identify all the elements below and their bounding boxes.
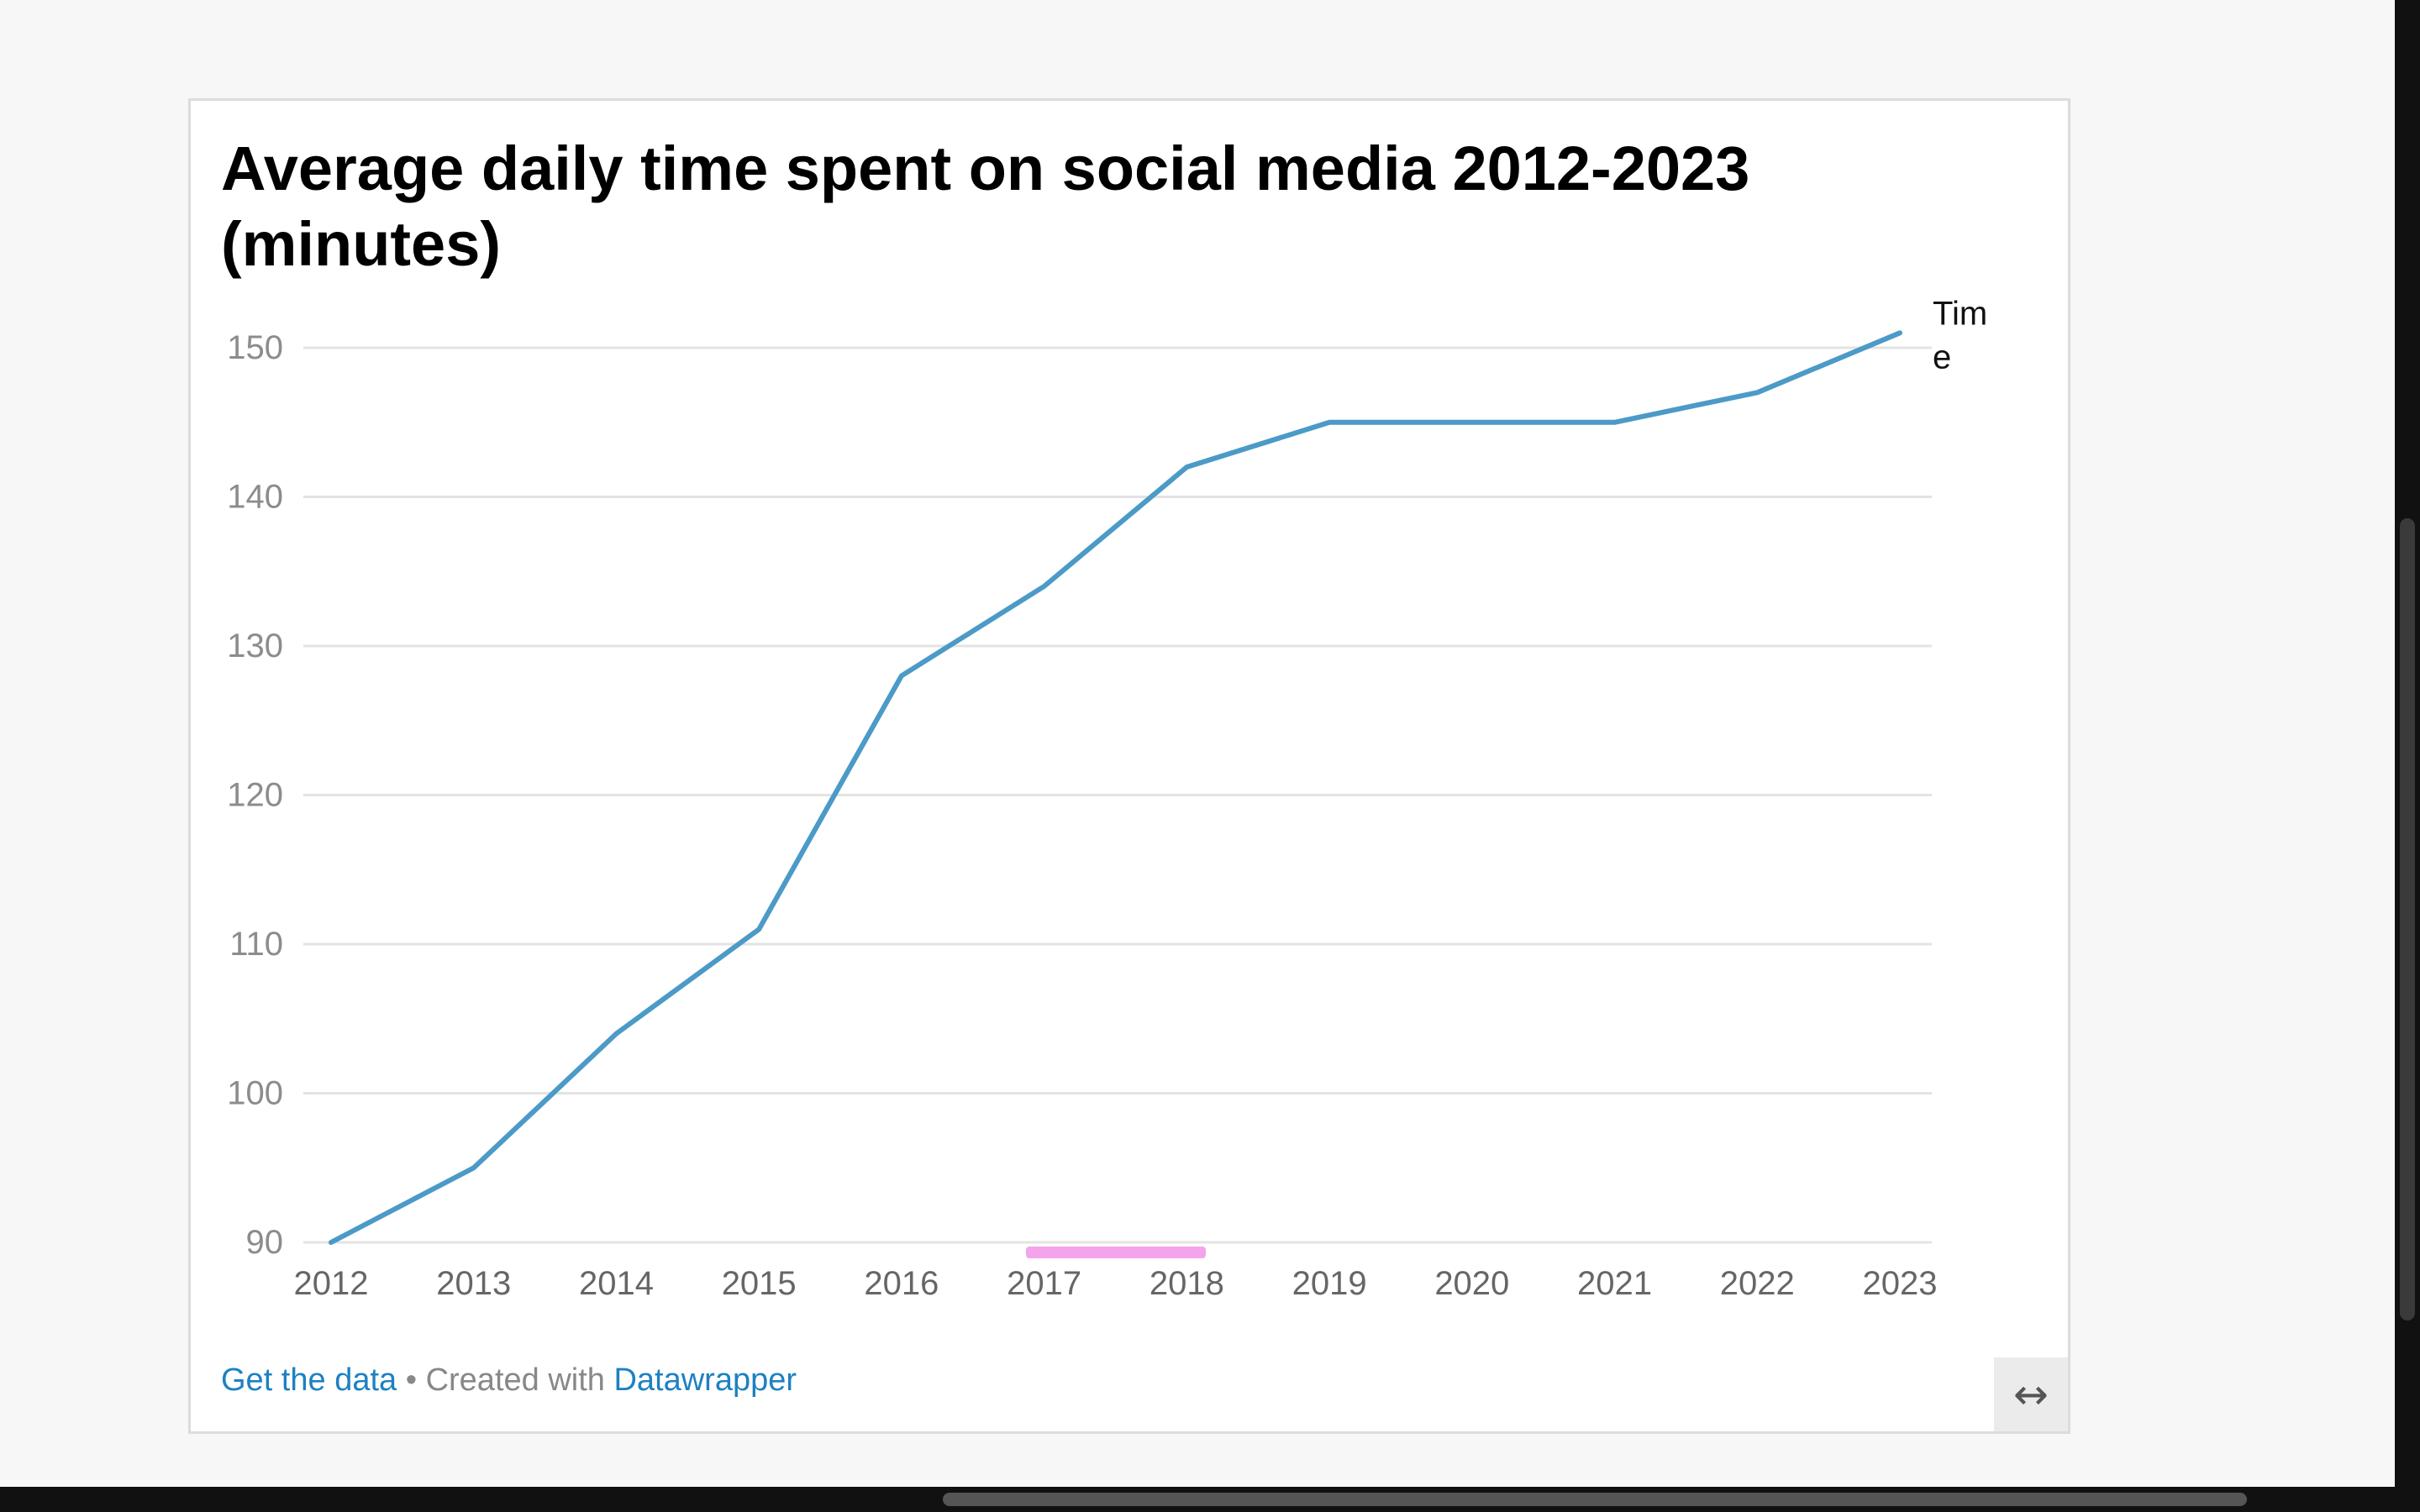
data-point [472, 1167, 475, 1169]
footer-credit-text: • Created with [397, 1362, 614, 1398]
resize-horizontal-icon[interactable]: ↔ [1994, 1357, 2068, 1431]
series-label-layer: Tim e [1933, 295, 1987, 375]
data-point [615, 1032, 618, 1035]
chart-card: Average daily time spent on social media… [188, 98, 2070, 1434]
data-point [1328, 421, 1331, 423]
x-tick-label: 2019 [1292, 1265, 1367, 1302]
y-tick-label: 150 [227, 329, 283, 366]
vertical-scrollbar-thumb[interactable] [2400, 518, 2415, 1320]
data-point [1043, 585, 1045, 587]
series-layer [329, 330, 1902, 1245]
data-point [758, 928, 760, 931]
x-tick-label: 2016 [864, 1265, 939, 1302]
gridlines [303, 346, 1932, 1244]
data-point [1756, 391, 1759, 394]
y-tick-label: 130 [227, 627, 283, 664]
x-tick-label: 2021 [1577, 1265, 1652, 1302]
x-tick-label: 2023 [1863, 1265, 1938, 1302]
x-tick-label: 2012 [294, 1265, 369, 1302]
get-the-data-link[interactable]: Get the data [221, 1362, 397, 1398]
y-tick-label: 140 [227, 479, 283, 516]
data-point [1613, 421, 1616, 423]
x-tick-label: 2018 [1150, 1265, 1224, 1302]
x-tick-label: 2015 [722, 1265, 797, 1302]
data-point [1899, 332, 1901, 334]
datawrapper-link[interactable]: Datawrapper [613, 1362, 797, 1398]
y-tick-label: 120 [227, 777, 283, 814]
y-axis-ticks: 90 100 110 120 130 140 150 [227, 329, 283, 1261]
x-tick-label: 2020 [1434, 1265, 1509, 1302]
data-point [900, 675, 902, 677]
y-tick-label: 100 [227, 1075, 283, 1112]
x-axis-ticks: 2012 2013 2014 2015 2016 2017 2018 2019 2020 2021… [294, 1265, 1938, 1302]
x-tick-label: 2022 [1720, 1265, 1795, 1302]
data-point [330, 1242, 332, 1243]
selection-highlight [1026, 1247, 1206, 1258]
horizontal-scrollbar-thumb[interactable] [943, 1493, 2247, 1506]
x-tick-label: 2017 [1007, 1265, 1081, 1302]
x-tick-label: 2014 [579, 1265, 654, 1302]
chart-title: Average daily time spent on social media… [221, 134, 1750, 279]
y-tick-label: 90 [246, 1224, 284, 1261]
series-label: Tim e [1933, 295, 1987, 375]
series-line [329, 330, 1902, 1245]
chart-footer: Get the data • Created with Datawrapper [221, 1361, 797, 1399]
data-point [1470, 421, 1473, 423]
data-point [1186, 466, 1188, 468]
y-tick-label: 110 [229, 926, 283, 963]
x-tick-label: 2013 [436, 1265, 511, 1302]
